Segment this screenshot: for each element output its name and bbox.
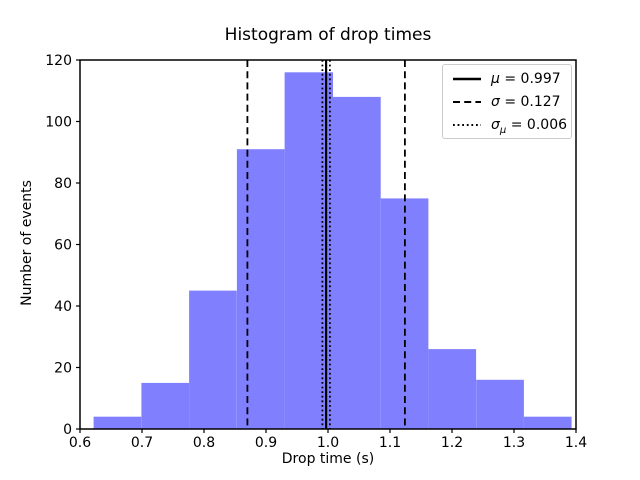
histogram-bar (523, 416, 572, 429)
x-tick-label: 1.4 (565, 435, 587, 451)
chart-title: Histogram of drop times (224, 25, 432, 45)
histogram-bar (236, 149, 285, 429)
x-tick-label: 1.0 (317, 435, 339, 451)
x-tick-label: 1.2 (441, 435, 463, 451)
legend-label-sigma: σ = 0.127 (491, 93, 561, 110)
x-tick-label: 1.1 (379, 435, 401, 451)
histogram-bar (428, 349, 477, 429)
x-tick-label: 0.9 (255, 435, 277, 451)
x-tick-label: 0.6 (69, 435, 91, 451)
histogram-bar (141, 382, 190, 429)
y-tick-label: 60 (54, 238, 72, 254)
x-axis-label: Drop time (s) (281, 451, 375, 467)
histogram-bar (284, 72, 333, 430)
mu-line-sample (453, 77, 481, 80)
x-tick-label: 0.7 (131, 435, 153, 451)
legend-label-sigma-mu: σμ = 0.006 (491, 116, 568, 136)
y-tick-label: 20 (54, 361, 72, 377)
y-tick-label: 0 (63, 422, 72, 438)
histogram-bar (476, 379, 524, 429)
histogram-bar (189, 290, 237, 429)
legend-entry-sigma: σ = 0.127 (452, 92, 567, 112)
legend-entry-mu: μ = 0.997 (452, 69, 567, 89)
y-tick-label: 80 (54, 176, 72, 192)
y-tick-label: 100 (45, 115, 72, 131)
legend-label-mu: μ = 0.997 (491, 70, 561, 87)
legend-entry-sigma-mu: σμ = 0.006 (452, 115, 567, 135)
histogram-bar (333, 96, 381, 430)
sigma-mu-line-sample (453, 123, 481, 126)
histogram-bar (93, 416, 142, 429)
x-tick-label: 1.3 (503, 435, 525, 451)
legend: μ = 0.997 σ = 0.127 σμ = 0.006 (442, 64, 572, 139)
y-tick-label: 40 (54, 299, 72, 315)
x-tick-label: 0.8 (193, 435, 215, 451)
sigma-line-sample (453, 100, 481, 103)
y-tick-label: 120 (45, 53, 72, 69)
